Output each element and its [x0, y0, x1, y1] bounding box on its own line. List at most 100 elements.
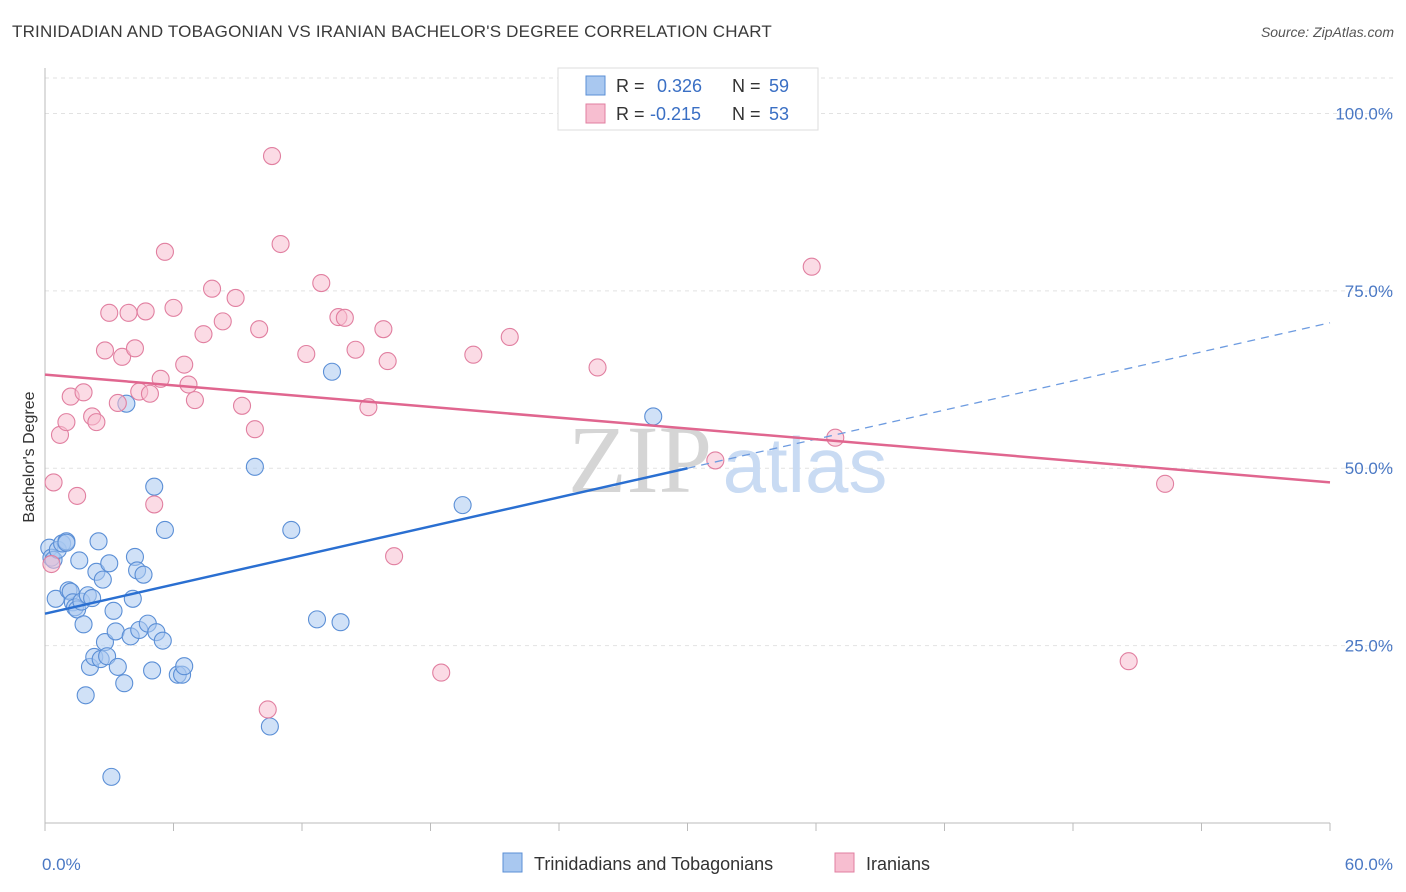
blue-point-26 [98, 647, 117, 666]
blue-point-39 [134, 565, 153, 584]
pink-point-44 [432, 663, 451, 682]
pink-point-21 [164, 298, 183, 317]
legend-n-label-2: N = [732, 104, 761, 124]
pink-point-1 [44, 473, 63, 492]
pink-point-23 [179, 375, 198, 394]
blue-point-51 [282, 520, 301, 540]
pink-point-0 [42, 554, 61, 574]
blue-point-22 [89, 532, 108, 551]
blue-point-24 [93, 570, 112, 589]
pink-point-25 [194, 325, 213, 344]
y-tick-label-75: 75.0% [1345, 282, 1393, 301]
grid-lines [45, 77, 1395, 647]
pink-point-9 [95, 341, 115, 360]
chart-source: Source: ZipAtlas.com [1260, 24, 1394, 40]
pink-point-12 [113, 347, 132, 366]
legend-r-value-1: 0.326 [657, 76, 702, 96]
pink-point-52 [1119, 652, 1138, 671]
pink-point-27 [213, 312, 232, 331]
blue-point-41 [143, 661, 162, 680]
pink-point-24 [185, 391, 204, 410]
series-label-iranians: Iranians [866, 854, 930, 874]
chart-title: TRINIDADIAN AND TOBAGONIAN VS IRANIAN BA… [12, 22, 773, 41]
pink-point-51 [1156, 474, 1175, 493]
pink-point-13 [119, 303, 138, 322]
pink-point-5 [68, 486, 87, 505]
blue-point-48 [175, 657, 194, 676]
pink-point-35 [297, 344, 316, 364]
pink-trend-line [44, 373, 1331, 484]
legend-n-label-1: N = [732, 76, 761, 96]
legend-swatch-pink [585, 103, 606, 124]
pink-point-16 [136, 302, 155, 321]
pink-point-3 [57, 413, 76, 432]
pink-point-18 [145, 495, 164, 514]
pink-point-50 [826, 428, 845, 447]
blue-point-56 [644, 407, 663, 426]
pink-point-43 [385, 547, 404, 566]
pink-point-36 [312, 274, 331, 293]
blue-point-44 [153, 631, 172, 650]
pink-point-29 [232, 396, 252, 415]
pink-point-26 [203, 279, 222, 298]
pink-point-20 [155, 242, 174, 261]
pink-point-6 [74, 383, 93, 402]
blue-point-31 [108, 657, 127, 676]
blue-point-15 [74, 615, 93, 634]
pink-point-41 [374, 320, 393, 339]
pink-point-11 [108, 393, 127, 413]
pink-point-28 [226, 288, 245, 308]
legend-n-value-1: 59 [769, 76, 789, 96]
pink-point-10 [100, 303, 119, 322]
pink-point-39 [346, 340, 365, 359]
blue-point-3 [46, 589, 65, 608]
blue-point-7 [57, 533, 76, 552]
y-tick-label-100: 100.0% [1335, 104, 1393, 123]
x-tick-label-60: 60.0% [1345, 855, 1393, 874]
x-tick-label-0: 0.0% [42, 855, 81, 874]
pink-point-32 [258, 700, 277, 719]
blue-point-53 [322, 362, 342, 381]
pink-point-48 [706, 451, 725, 470]
pink-point-42 [378, 352, 397, 371]
legend-r-label-2: R = [616, 104, 645, 124]
y-tick-label-25: 25.0% [1345, 637, 1393, 656]
pink-point-8 [87, 413, 106, 432]
blue-point-42 [145, 477, 164, 496]
legend-r-label-1: R = [616, 76, 645, 96]
pink-point-34 [271, 234, 290, 254]
y-axis-label: Bachelor's Degree [21, 391, 38, 522]
data-points [40, 146, 1175, 786]
blue-trend-line [44, 467, 688, 615]
legend-n-value-2: 53 [769, 104, 789, 124]
pink-point-31 [250, 320, 269, 339]
y-tick-label-50: 50.0% [1345, 459, 1393, 478]
blue-point-52 [307, 610, 327, 629]
series-swatch-pink [834, 852, 855, 873]
pink-point-30 [245, 420, 264, 439]
pink-point-14 [125, 339, 144, 358]
watermark-atlas: atlas [723, 421, 888, 509]
pink-point-46 [500, 327, 519, 347]
pink-point-33 [262, 146, 282, 166]
pink-point-22 [175, 355, 194, 374]
y-tick-labels: 25.0% 50.0% 75.0% 100.0% [1335, 104, 1393, 655]
blue-point-16 [76, 686, 95, 705]
blue-point-28 [102, 767, 121, 786]
blue-point-49 [245, 457, 264, 476]
pink-point-49 [802, 257, 821, 276]
pink-point-45 [464, 345, 483, 364]
blue-point-29 [104, 601, 123, 620]
watermark: ZIP atlas [568, 406, 887, 513]
pink-point-17 [140, 384, 159, 403]
pink-point-47 [588, 358, 607, 377]
blue-point-13 [70, 551, 89, 570]
blue-point-30 [106, 622, 125, 641]
legend-r-value-2: -0.215 [650, 104, 701, 124]
series-legend: Trinidadians and Tobagonians Iranians [502, 852, 930, 874]
blue-point-32 [115, 674, 134, 693]
trend-lines [44, 322, 1331, 615]
correlation-legend: R = 0.326 N = 59 R = -0.215 N = 53 [557, 67, 819, 131]
axes [44, 68, 1331, 831]
pink-point-38 [335, 308, 354, 327]
